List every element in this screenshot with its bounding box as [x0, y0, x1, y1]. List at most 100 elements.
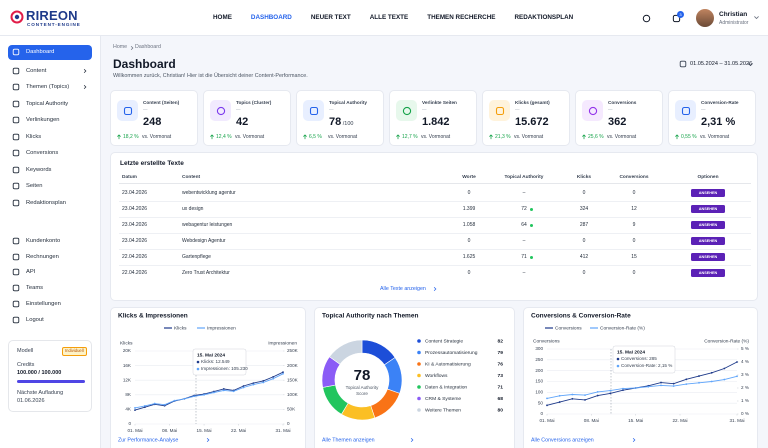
sidebar-item[interactable]: Themen (Topics)	[8, 80, 92, 95]
logo-ring	[10, 10, 24, 24]
sidebar-icon-shape	[12, 182, 20, 190]
sidebar-item[interactable]: Redaktionsplan	[8, 196, 92, 211]
sidebar-icon-shape	[12, 316, 20, 324]
sidebar-item[interactable]: API	[8, 265, 92, 280]
kpi-unit: /100	[342, 121, 354, 127]
kpi-up-arrow	[582, 133, 586, 139]
kpi-glyph	[216, 106, 225, 115]
table-link[interactable]: Alle Texte anzeigen	[380, 286, 426, 292]
view-button[interactable]: ANSEHEN	[691, 253, 725, 261]
sidebar-label: Klicks	[26, 133, 42, 140]
table-header-rule	[119, 183, 751, 184]
table-cell: webagentur leistungen	[182, 221, 233, 228]
kpi-up-arrow-shape	[117, 133, 121, 139]
sidebar-icon	[12, 166, 20, 174]
kpi-icon	[303, 100, 324, 121]
sidebar-item[interactable]: Logout	[8, 313, 92, 328]
row-rule	[119, 233, 751, 234]
table-cell: 23.04.2026	[122, 237, 148, 244]
view-button[interactable]: ANSEHEN	[691, 237, 725, 245]
sidebar-item[interactable]: Teams	[8, 281, 92, 296]
sidebar-icon	[12, 67, 20, 75]
kpi-up-arrow	[489, 133, 493, 139]
row-rule	[119, 265, 751, 266]
nav-item[interactable]: ALLE TEXTE	[369, 14, 409, 21]
sidebar-item[interactable]: Klicks	[8, 130, 92, 145]
table-cell: 0	[632, 237, 636, 244]
kpi-glyph	[588, 106, 597, 115]
kpi-change: 12,4 %	[216, 134, 232, 140]
sidebar-icon	[12, 253, 20, 261]
nav-item[interactable]: HOME	[213, 14, 232, 21]
view-button[interactable]: ANSEHEN	[691, 189, 725, 197]
table-cell: 0	[467, 237, 471, 244]
view-button-label: ANSEHEN	[698, 254, 718, 259]
sidebar-item[interactable]: Verlinkungen	[8, 113, 92, 128]
sidebar-icon	[12, 300, 20, 308]
sidebar-label: Logout	[26, 316, 44, 323]
nav-item[interactable]: DASHBOARD	[250, 14, 292, 21]
kpi-value-wrap: 1.842	[422, 113, 450, 129]
sidebar-icon-shape	[12, 284, 20, 292]
nav-item[interactable]: NEUER TEXT	[310, 14, 351, 21]
sidebar-item[interactable]: Topical Authority	[8, 97, 92, 112]
kpi-up-arrow-shape	[582, 133, 586, 139]
kpi-compare: vs. Vormonat	[607, 134, 637, 140]
date-range[interactable]: 01.05.2024 – 31.05.2026	[690, 60, 753, 67]
kpi-card: Klicks (gesamt) — 15.672 21,3 % vs. Vormonat	[482, 90, 570, 146]
next-refill-date: 01.06.2026	[17, 398, 45, 404]
view-button[interactable]: ANSEHEN	[691, 269, 725, 277]
table-link-chevron-shape	[433, 286, 437, 292]
table-link-chevron	[433, 286, 437, 292]
chart-link-chevron	[410, 437, 414, 443]
sidebar-item[interactable]: Einstellungen	[8, 297, 92, 312]
donut-center-label: Topical Authority Score	[345, 385, 379, 396]
kpi-value: 42	[236, 116, 249, 128]
chart-link-chevron-shape	[632, 437, 636, 443]
sidebar-label: Verlinkungen	[26, 116, 60, 123]
sidebar-item[interactable]: Seiten	[8, 179, 92, 194]
breadcrumb-item[interactable]: Home	[113, 44, 128, 50]
kpi-note: —	[422, 106, 427, 112]
sidebar-label: Topical Authority	[26, 100, 69, 107]
view-button[interactable]: ANSEHEN	[691, 205, 725, 213]
kpi-card: Topics (Cluster) — 42 12,4 % vs. Vormonat	[203, 90, 291, 146]
kpi-label: Klicks (gesamt)	[515, 100, 550, 105]
sidebar-icon-shape	[12, 149, 20, 157]
search-icon	[642, 14, 651, 23]
table-cell: 1.399	[462, 205, 476, 212]
sidebar-item[interactable]: Keywords	[8, 163, 92, 178]
kpi-value: 15.672	[515, 116, 549, 128]
kpi-value: 2,31 %	[701, 116, 736, 128]
sidebar-icon-shape	[12, 253, 20, 261]
kpi-up-arrow	[303, 133, 307, 139]
sidebar-icon-shape	[12, 199, 20, 207]
avatar[interactable]	[696, 9, 714, 27]
sidebar-label: Kundenkonto	[26, 237, 61, 244]
kpi-glyph-shape	[216, 106, 225, 115]
sidebar-item[interactable]: Conversions	[8, 146, 92, 161]
sidebar-label: API	[26, 268, 36, 275]
table-header: Topical Authority	[504, 174, 544, 180]
kpi-label: Conversion-Rate	[701, 100, 739, 105]
nav-item[interactable]: THEMEN RECHERCHE	[427, 14, 496, 21]
kpi-card: Conversions — 362 25,6 % vs. Vormonat	[575, 90, 663, 146]
nav-item[interactable]: REDAKTIONSPLAN	[514, 14, 574, 21]
kpi-glyph	[681, 106, 690, 115]
sidebar-icon	[12, 284, 20, 292]
sidebar-icon	[12, 149, 20, 157]
sidebar-item[interactable]: Kundenkonto	[8, 234, 92, 249]
view-button[interactable]: ANSEHEN	[691, 221, 725, 229]
kpi-value-wrap: 2,31 %	[701, 113, 735, 129]
sidebar-label: Einstellungen	[26, 300, 61, 307]
table-card: Letzte erstellte Texte Datum Content Worte T…	[110, 152, 758, 301]
sidebar-item[interactable]: Rechnungen	[8, 250, 92, 265]
kpi-compare: vs. Vormonat	[235, 134, 265, 140]
sidebar-icon	[12, 100, 20, 108]
logo-core	[14, 14, 20, 20]
sidebar-item[interactable]: Content	[8, 64, 92, 79]
kpi-up-arrow-shape	[489, 133, 493, 139]
sidebar-item[interactable]: Dashboard	[8, 44, 92, 60]
breadcrumb-separator	[130, 45, 133, 50]
kpi-glyph-shape	[402, 106, 411, 115]
